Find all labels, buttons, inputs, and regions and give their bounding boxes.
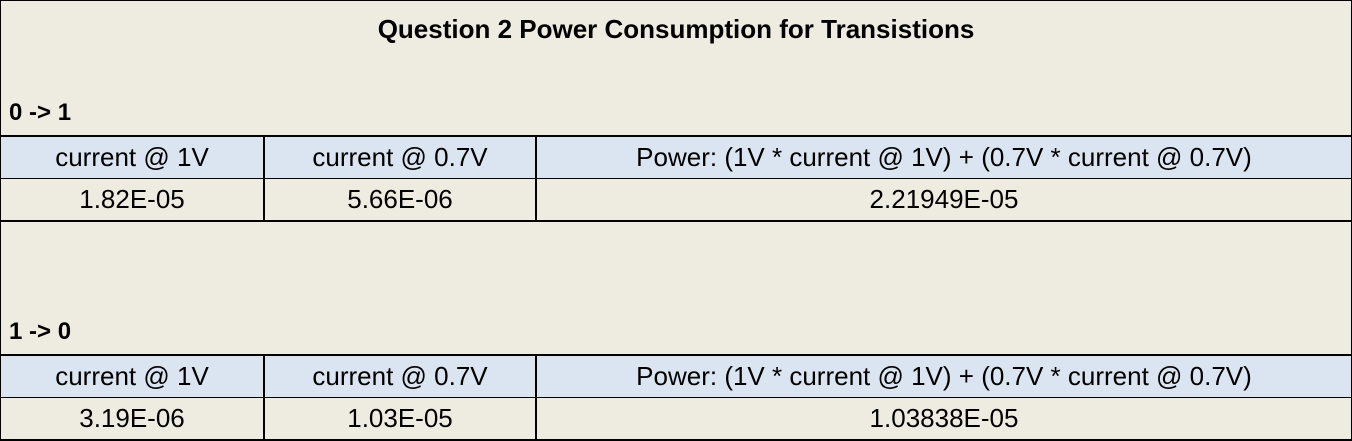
value-current-0-7v[interactable]: 5.66E-06	[265, 179, 537, 220]
header-power-formula[interactable]: Power: (1V * current @ 1V) + (0.7V * cur…	[636, 142, 1252, 172]
table-header-row: current @ 1V current @ 0.7V Power: (1V *…	[1, 356, 1351, 398]
table-header-row: current @ 1V current @ 0.7V Power: (1V *…	[1, 137, 1351, 179]
section-label-0-to-1: 0 -> 1	[9, 99, 72, 126]
header-current-0-7v[interactable]: current @ 0.7V	[265, 137, 537, 178]
value-power[interactable]: 2.21949E-05	[869, 184, 1019, 214]
table-0-to-1: current @ 1V current @ 0.7V Power: (1V *…	[1, 135, 1351, 222]
value-power[interactable]: 1.03838E-05	[869, 403, 1019, 433]
header-power-formula[interactable]: Power: (1V * current @ 1V) + (0.7V * cur…	[636, 361, 1252, 391]
section-label-1-to-0: 1 -> 0	[9, 318, 72, 345]
value-current-1v[interactable]: 3.19E-06	[1, 398, 265, 439]
header-current-1v[interactable]: current @ 1V	[1, 137, 265, 178]
value-current-1v[interactable]: 1.82E-05	[1, 179, 265, 220]
table-1-to-0: current @ 1V current @ 0.7V Power: (1V *…	[1, 354, 1351, 441]
value-current-0-7v[interactable]: 1.03E-05	[265, 398, 537, 439]
header-current-0-7v[interactable]: current @ 0.7V	[265, 356, 537, 397]
table-row: 1.82E-05 5.66E-06 2.21949E-05	[1, 179, 1351, 220]
sheet-title: Question 2 Power Consumption for Transis…	[377, 13, 975, 44]
header-current-1v[interactable]: current @ 1V	[1, 356, 265, 397]
table-row: 3.19E-06 1.03E-05 1.03838E-05	[1, 398, 1351, 439]
